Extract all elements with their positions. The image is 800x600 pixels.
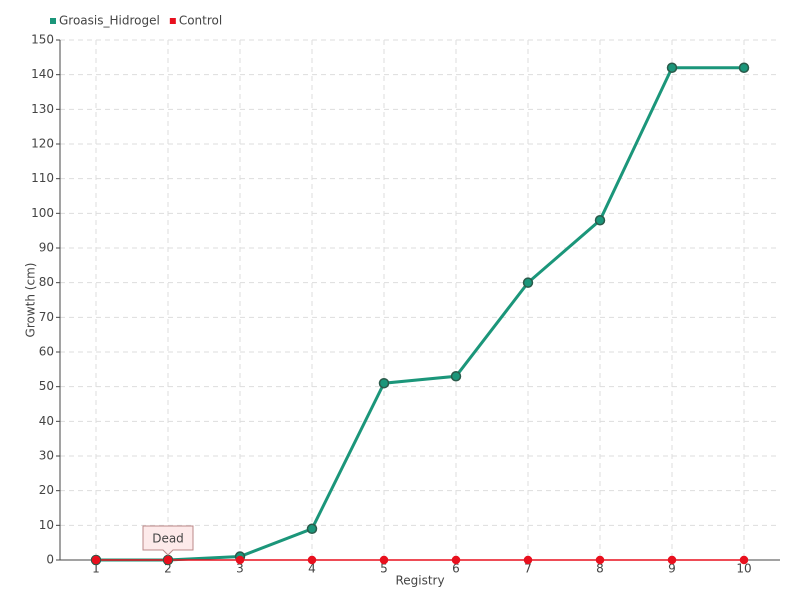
y-tick-label: 60 — [39, 345, 54, 359]
data-point — [163, 555, 173, 565]
y-tick-label: 130 — [31, 102, 54, 116]
data-point — [379, 555, 389, 565]
x-axis-label: Registry — [395, 574, 444, 588]
x-tick-label: 3 — [236, 562, 244, 576]
x-tick-label: 5 — [380, 562, 388, 576]
data-point — [667, 555, 677, 565]
y-tick-label: 0 — [46, 553, 54, 567]
y-tick-label: 80 — [39, 275, 54, 289]
annotation: Dead — [142, 525, 194, 556]
y-tick-label: 140 — [31, 67, 54, 81]
legend-label: Groasis_Hidrogel — [59, 14, 160, 28]
y-tick-label: 90 — [39, 241, 54, 255]
data-point — [666, 62, 678, 73]
y-tick-label: 50 — [39, 379, 54, 393]
annotation-box — [142, 525, 194, 556]
y-axis-label: Growth (cm) — [24, 263, 38, 338]
data-point — [91, 555, 101, 565]
y-tick-label: 30 — [39, 449, 54, 463]
data-point — [738, 62, 750, 73]
y-tick-label: 10 — [39, 518, 54, 532]
x-tick-label: 7 — [524, 562, 532, 576]
x-tick-label: 4 — [308, 562, 316, 576]
x-tick-label: 2 — [164, 562, 172, 576]
y-tick-label: 20 — [39, 483, 54, 497]
data-point — [451, 555, 461, 565]
data-point — [306, 523, 318, 535]
data-point — [523, 555, 533, 565]
y-tick-label: 150 — [31, 33, 54, 47]
x-tick-label: 8 — [596, 562, 604, 576]
y-tick-label: 70 — [39, 310, 54, 324]
x-tick-label: 9 — [668, 562, 676, 576]
x-tick-label: 10 — [736, 562, 751, 576]
data-point — [378, 377, 390, 389]
y-tick-label: 40 — [39, 414, 54, 428]
data-point — [235, 555, 245, 565]
data-point — [522, 277, 534, 288]
legend-swatch — [169, 18, 176, 24]
data-point — [739, 555, 749, 565]
data-point — [450, 371, 462, 382]
y-tick-label: 120 — [31, 137, 54, 151]
annotation-text: Dead — [152, 532, 184, 546]
data-point — [595, 555, 605, 565]
data-point — [594, 215, 606, 226]
y-tick-label: 100 — [31, 206, 54, 220]
x-tick-label: 6 — [452, 562, 460, 576]
legend-label: Control — [179, 14, 222, 28]
x-tick-label: 1 — [92, 562, 100, 576]
data-point — [307, 555, 317, 565]
y-tick-label: 110 — [31, 171, 54, 185]
legend-swatch — [50, 18, 56, 24]
series-line — [96, 66, 744, 562]
